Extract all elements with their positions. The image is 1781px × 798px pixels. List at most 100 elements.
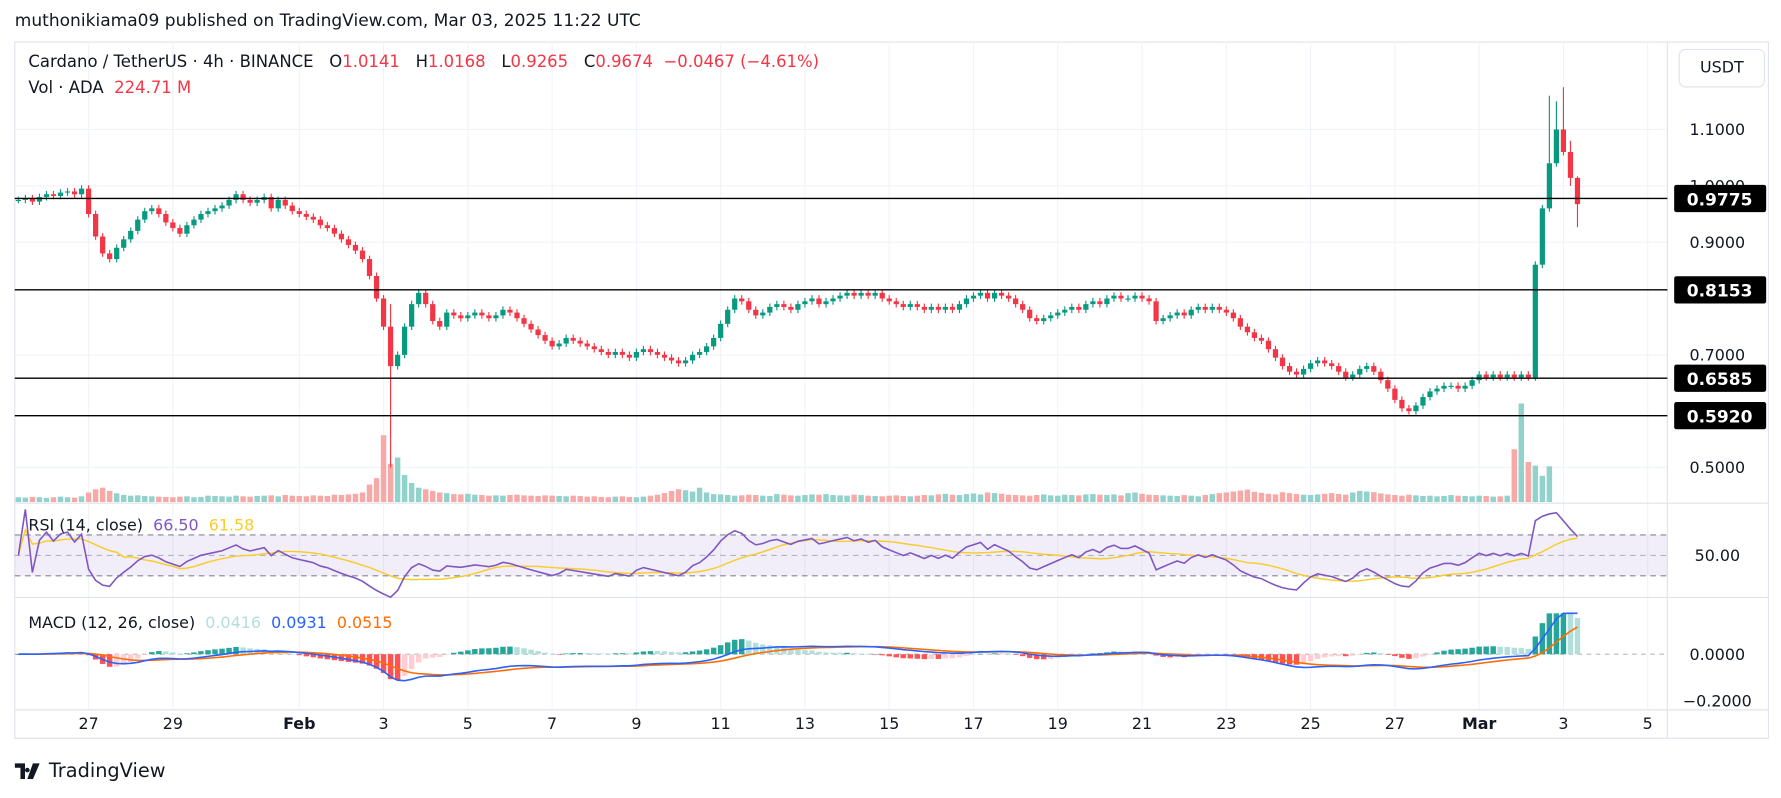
- macd-histogram-bar: [163, 651, 169, 655]
- volume-bar: [1321, 493, 1328, 503]
- macd-histogram-bar: [717, 645, 724, 655]
- macd-histogram-bar: [1005, 653, 1012, 655]
- candle-body: [1441, 385, 1447, 389]
- macd-histogram-bar: [479, 648, 485, 655]
- candle-body: [647, 349, 654, 353]
- macd-histogram-bar: [886, 654, 892, 657]
- macd-histogram-bar: [401, 654, 408, 676]
- candle-body: [584, 343, 590, 347]
- volume-label[interactable]: Vol · ADA: [28, 79, 104, 98]
- macd-histogram-bar: [788, 649, 794, 655]
- macd-histogram-bar: [907, 654, 914, 659]
- candle-body: [268, 197, 274, 209]
- macd-histogram-bar: [1525, 648, 1532, 655]
- candle: [1392, 385, 1398, 404]
- candle: [1083, 300, 1089, 314]
- price-tick-label: 0.9000: [1690, 233, 1746, 252]
- candle: [865, 289, 871, 300]
- macd-histogram-bar: [296, 654, 303, 656]
- candle-body: [135, 219, 141, 231]
- candle-body: [991, 292, 998, 299]
- volume-bar: [1350, 492, 1356, 503]
- macd-histogram-bar: [472, 649, 478, 655]
- volume-bar: [120, 494, 127, 503]
- time-tick-label: 3: [1558, 714, 1568, 733]
- macd-histogram-bar: [767, 645, 773, 655]
- volume-bar: [563, 496, 569, 503]
- volume-bar: [1272, 494, 1279, 503]
- candle: [1167, 312, 1173, 322]
- candle: [1413, 402, 1419, 415]
- volume-bar: [528, 495, 534, 503]
- volume-bar: [415, 487, 422, 503]
- candle-body: [760, 312, 766, 316]
- volume-bar: [577, 495, 583, 503]
- candle-body: [219, 205, 225, 209]
- candle: [1307, 359, 1314, 373]
- candle: [1385, 376, 1391, 393]
- volume-bar: [156, 496, 162, 503]
- volume-bar: [753, 495, 759, 503]
- tradingview-logo[interactable]: TradingView: [14, 760, 166, 783]
- macd-histogram-bar: [879, 654, 885, 656]
- macd-histogram-bar: [760, 644, 766, 655]
- macd-histogram-bar: [184, 653, 190, 655]
- volume-bar: [1279, 492, 1286, 503]
- macd-histogram-bar: [1385, 654, 1391, 655]
- volume-bar: [1258, 492, 1265, 503]
- rsi-label[interactable]: RSI (14, close): [28, 516, 144, 535]
- volume-bar: [514, 494, 520, 503]
- volume-bar: [1090, 494, 1096, 503]
- candle: [774, 300, 780, 311]
- candle-body: [458, 315, 464, 319]
- candle-body: [1132, 295, 1138, 299]
- macd-histogram-bar: [233, 646, 239, 655]
- macd-histogram-bar: [710, 647, 717, 655]
- currency-button[interactable]: USDT: [1678, 48, 1766, 88]
- macd-histogram-bar: [1097, 653, 1103, 655]
- macd-histogram-bar: [198, 651, 204, 655]
- candle-body: [1378, 371, 1384, 381]
- macd-histogram-bar: [893, 654, 899, 658]
- candle: [1497, 371, 1503, 381]
- candle-body: [366, 259, 373, 276]
- candle-body: [654, 352, 661, 355]
- candle-body: [851, 292, 857, 296]
- symbol-title[interactable]: Cardano / TetherUS · 4h · BINANCE: [28, 53, 314, 72]
- candle: [668, 354, 675, 364]
- candle-body: [85, 188, 92, 214]
- volume-bar: [240, 496, 246, 503]
- volume-bar: [1532, 465, 1539, 503]
- volume-bar: [605, 497, 612, 503]
- volume-bar: [1033, 495, 1040, 503]
- candle: [1251, 328, 1258, 342]
- candle-body: [324, 225, 330, 229]
- candle: [949, 303, 956, 314]
- candle: [402, 323, 408, 359]
- macd-histogram-bar: [1378, 653, 1384, 655]
- time-tick-label: 29: [163, 714, 183, 733]
- candle-body: [289, 205, 295, 212]
- candle-body: [1574, 177, 1581, 205]
- symbol-legend: Cardano / TetherUS · 4h · BINANCE O1.014…: [28, 53, 819, 71]
- volume-bar: [626, 496, 633, 503]
- candle: [1286, 362, 1293, 376]
- macd-histogram-bar: [598, 653, 604, 655]
- candle: [121, 235, 127, 252]
- volume-bar: [303, 496, 310, 503]
- candle-body: [795, 304, 801, 310]
- macd-line: [18, 612, 1578, 682]
- macd-histogram-bar: [303, 654, 310, 657]
- candle-body: [1307, 363, 1314, 369]
- volume-bar: [1399, 495, 1405, 503]
- volume-bar: [612, 496, 619, 503]
- macd-label[interactable]: MACD (12, 26, close): [28, 614, 196, 633]
- volume-bar: [535, 495, 541, 503]
- macd-histogram-bar: [1160, 654, 1166, 657]
- candle: [135, 216, 141, 235]
- candle: [956, 300, 963, 314]
- volume-bar: [1455, 495, 1461, 503]
- candle-body: [1027, 309, 1033, 319]
- volume-bar: [226, 496, 232, 503]
